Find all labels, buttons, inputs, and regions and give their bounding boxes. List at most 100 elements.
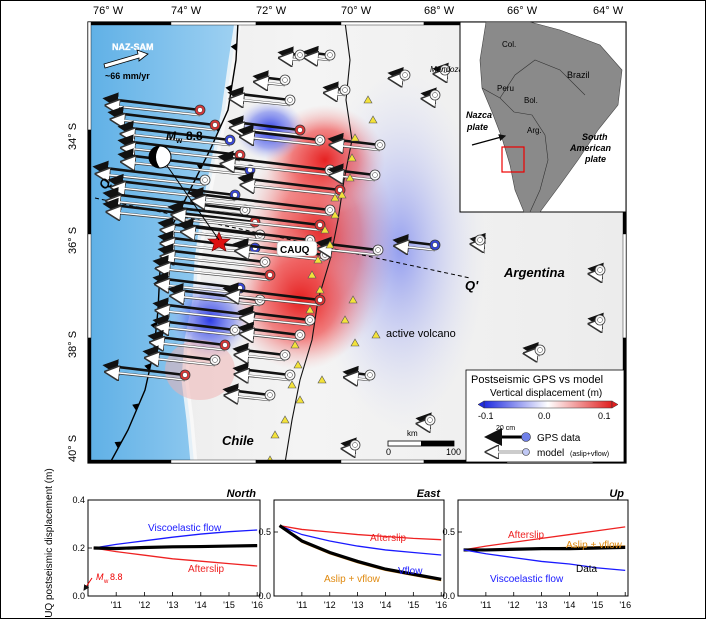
- volcano-icon: [350, 338, 360, 347]
- series-label: Vflow: [398, 566, 423, 577]
- lon-label-74: 74° W: [171, 5, 202, 17]
- volcano-legend-label: active volcano: [386, 328, 456, 340]
- gps-station-core: [432, 92, 438, 98]
- model-vector-core: [109, 104, 201, 116]
- inset-country-arg: Arg.: [527, 126, 542, 135]
- model-vector-core: [174, 295, 261, 306]
- volcano-legend-icon: [371, 330, 381, 339]
- graticule-bar: [87, 129, 92, 235]
- plate-motion-indicator: NAZ-SAM ~66 mm/yr: [103, 42, 154, 81]
- mw-annotation: M w 8.8: [83, 572, 123, 591]
- gps-station-core: [597, 267, 603, 273]
- gps-station-core: [182, 372, 188, 378]
- x-tick-label: '12: [139, 600, 151, 610]
- chart-title: East: [417, 488, 442, 500]
- series-line: [93, 529, 258, 549]
- plate-motion-label: NAZ-SAM: [112, 42, 154, 52]
- model-vector-core: [115, 186, 236, 201]
- lon-label-68: 68° W: [424, 5, 455, 17]
- station-label: CAUQ: [280, 245, 310, 256]
- volcano-icon: [363, 95, 373, 104]
- model-vector-core: [159, 309, 251, 321]
- volcano-icon: [350, 133, 360, 142]
- colorbar-tick-mid: 0.0: [538, 411, 551, 421]
- model-vector-core: [195, 200, 331, 216]
- x-tick-label: '16: [435, 600, 447, 610]
- series-line: [463, 549, 626, 572]
- colorbar: [483, 400, 613, 409]
- gps-station-core: [227, 137, 233, 143]
- chart-title: Up: [609, 488, 624, 500]
- graticule-bar: [340, 21, 425, 26]
- volcano-icon: [295, 395, 305, 404]
- x-tick-label: '11: [480, 600, 491, 610]
- gps-station-core: [375, 247, 381, 253]
- volcano-icon: [313, 255, 323, 264]
- model-note: (aslip+vflow): [570, 451, 609, 458]
- series-line: [93, 544, 258, 551]
- time-series-panels: North'11'12'13'14'15'160.00.20.4Viscoela…: [72, 488, 631, 610]
- gps-station-core: [352, 442, 358, 448]
- plate-motion-arrow: [103, 49, 149, 69]
- model-vector-core: [328, 92, 346, 96]
- lat-label-38: 38° S: [67, 331, 79, 358]
- inset-sam-2: American: [569, 143, 612, 153]
- gps-station-core: [477, 237, 483, 243]
- graticule-bar: [170, 21, 257, 26]
- gps-station-core: [197, 107, 203, 113]
- volcano-icon: [325, 240, 335, 249]
- gps-data-vector: [217, 150, 331, 172]
- series-line: [279, 524, 442, 556]
- volcano-icon: [320, 225, 330, 234]
- series-line: [93, 547, 258, 567]
- volcanoes: [265, 95, 378, 463]
- graticule-bar: [340, 459, 425, 464]
- gps-station-core: [202, 177, 208, 183]
- gps-station-core: [287, 97, 293, 103]
- gps-station-core: [377, 142, 383, 148]
- y-tick-label: 0.0: [72, 591, 85, 601]
- volcano-icon: [317, 375, 327, 384]
- model-vector-core: [109, 371, 186, 381]
- trench-tooth: [132, 403, 140, 411]
- gps-station-core: [212, 357, 218, 363]
- x-tick-label: '13: [352, 600, 364, 610]
- graticule-bar: [622, 233, 627, 339]
- gps-data-vector: [177, 218, 311, 242]
- gps-station-core: [427, 417, 433, 423]
- legend-subtitle: Vertical displacement (m): [490, 388, 602, 399]
- lon-label-70: 70° W: [341, 5, 372, 17]
- gps-station-core: [282, 352, 288, 358]
- inset-country-brazil: Brazil: [567, 70, 590, 80]
- mag-sub: w: [175, 136, 183, 145]
- gps-station-core: [212, 122, 218, 128]
- y-tick-label: 0.5: [258, 527, 271, 537]
- series-line: [279, 524, 442, 541]
- scale-end: 100: [446, 447, 461, 457]
- station-cauq: CAUQ: [276, 240, 318, 257]
- x-tick-label: '11: [296, 600, 307, 610]
- gps-station-core: [237, 152, 243, 158]
- graticule-bar: [87, 459, 172, 464]
- graticule-bar: [255, 21, 342, 26]
- series-line: [463, 545, 626, 552]
- map-legend: Postseismic GPS vs model Vertical displa…: [465, 369, 625, 463]
- gps-station-core: [242, 207, 248, 213]
- volcano-icon: [270, 430, 280, 439]
- epicenter-star: [207, 231, 231, 252]
- gps-station-core: [442, 67, 448, 73]
- series-label: Aslip + vflow: [566, 540, 623, 551]
- scale-bar: km 0 100: [386, 429, 461, 457]
- graticule-bar: [87, 337, 92, 464]
- x-tick-label: '14: [564, 600, 576, 610]
- volcano-icon: [330, 193, 340, 202]
- gps-data-vector: [92, 160, 206, 182]
- volcano-icon: [315, 285, 325, 294]
- gps-station-core: [537, 347, 543, 353]
- gps-data-vector: [117, 120, 231, 142]
- y-tick-label: 0.5: [442, 527, 455, 537]
- model-vector-core: [165, 255, 266, 268]
- graticule-bar: [87, 21, 172, 26]
- gps-station-core: [267, 392, 273, 398]
- model-vector-core: [160, 267, 271, 281]
